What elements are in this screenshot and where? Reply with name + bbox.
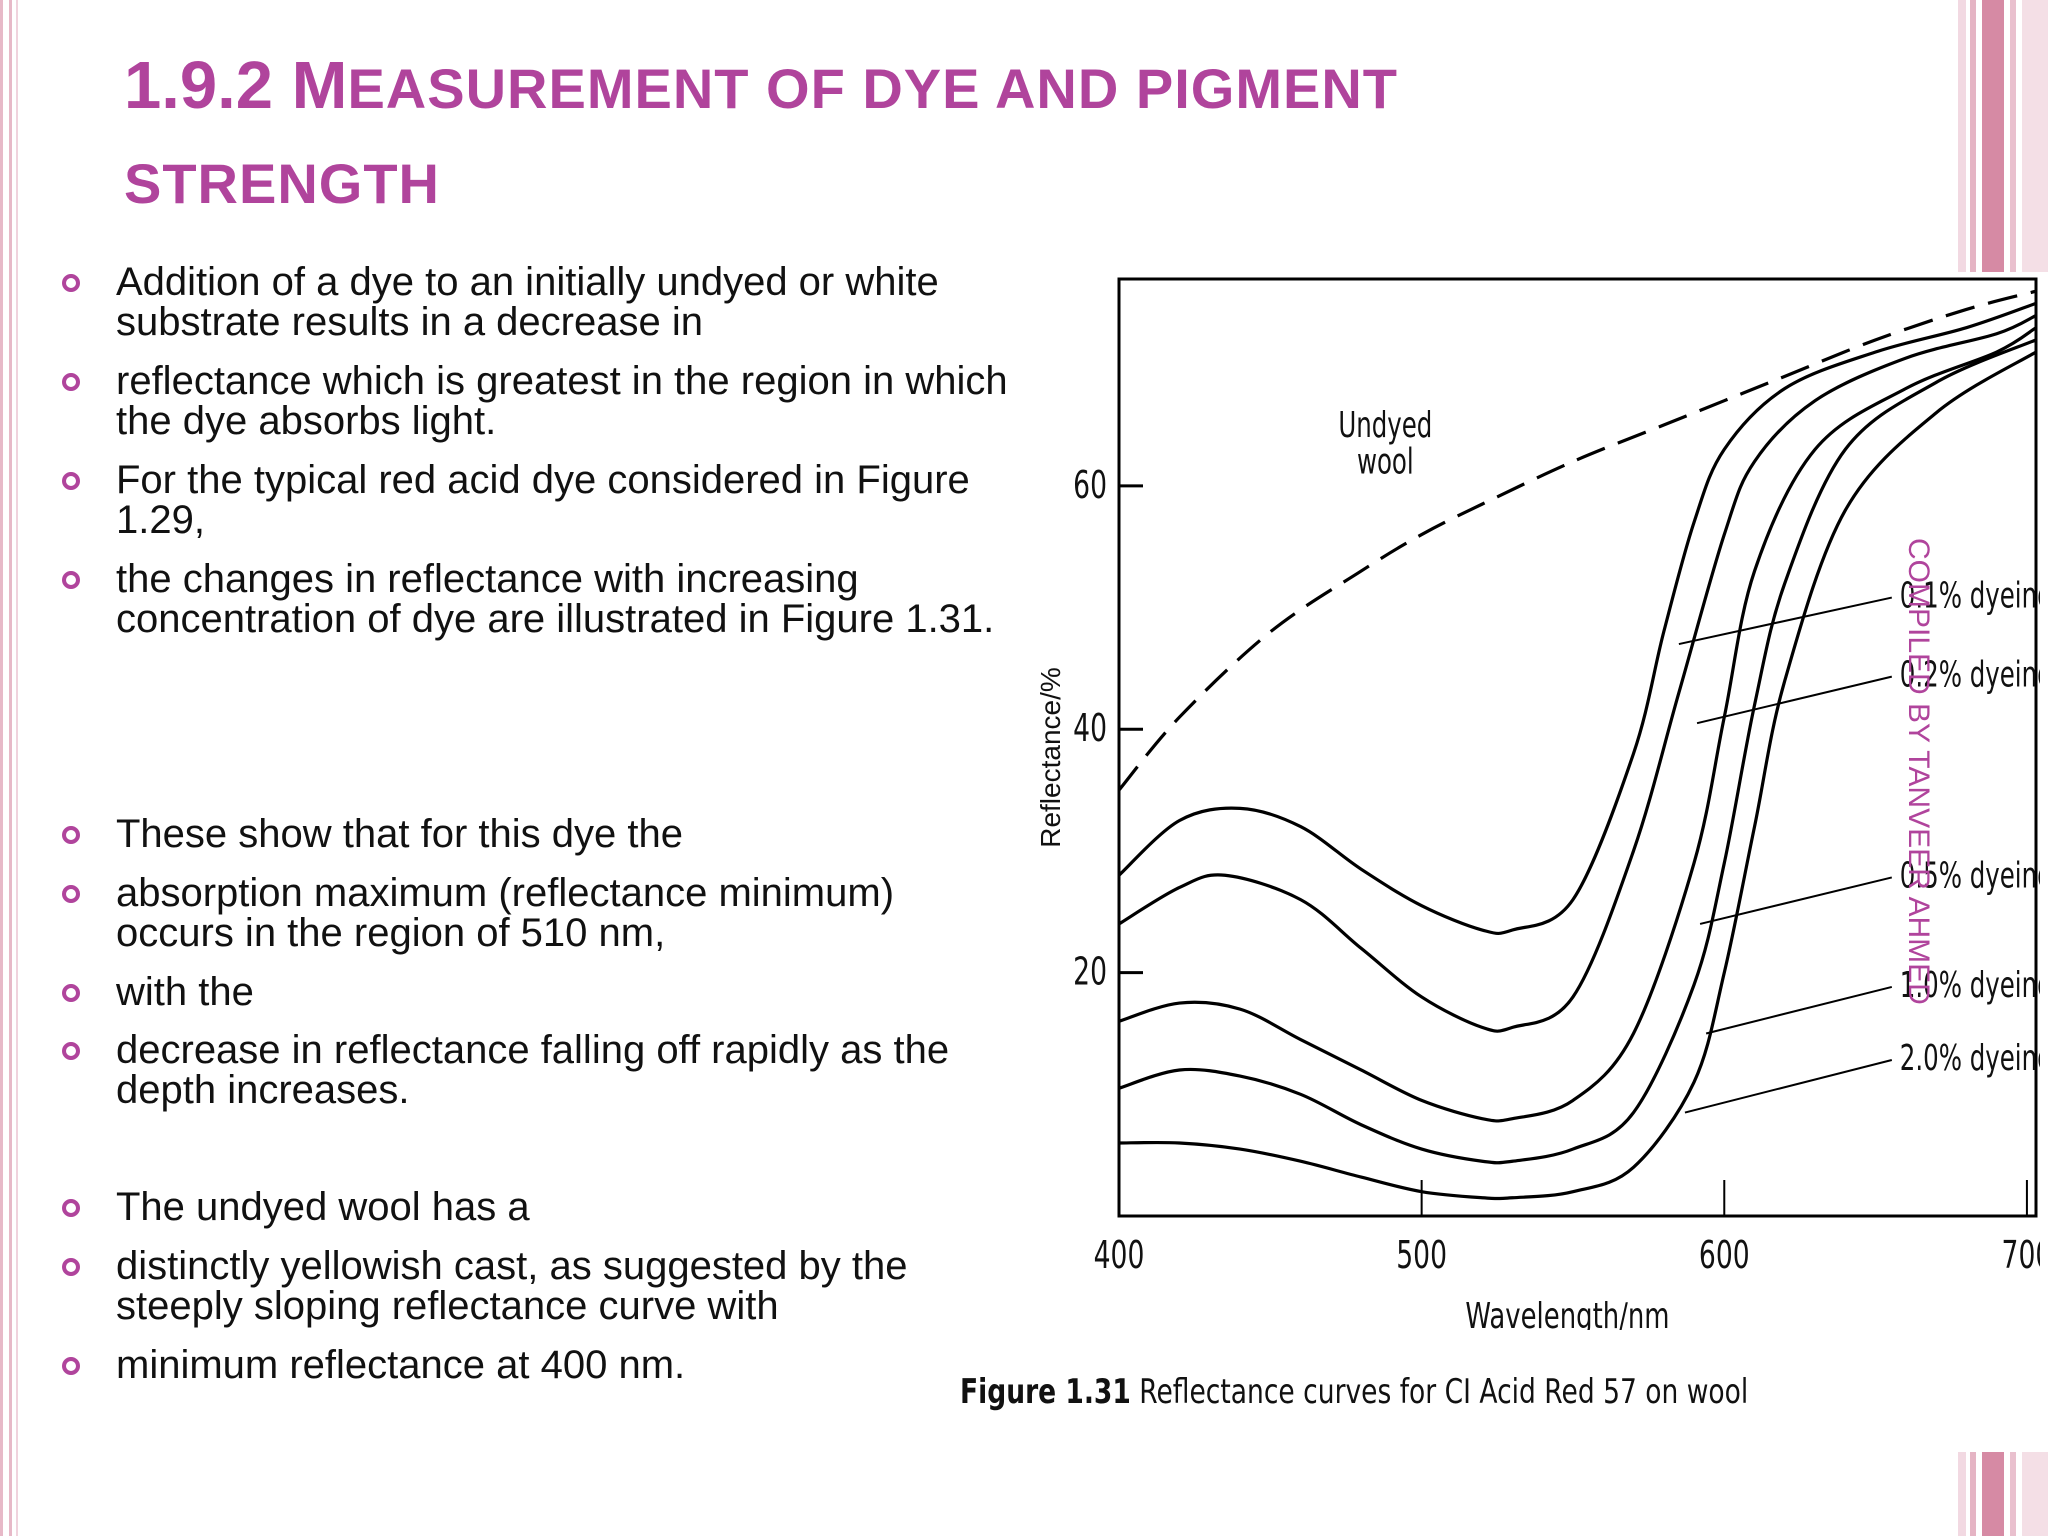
title-rest-line1: EASUREMENT OF DYE AND PIGMENT — [347, 57, 1398, 120]
x-tick-label: 400 — [1094, 1233, 1145, 1277]
bullet-marker-icon — [62, 885, 80, 903]
left-rule — [0, 0, 22, 1536]
bullet-marker-icon — [62, 826, 80, 844]
annotation-label: Undyed — [1338, 404, 1432, 446]
bullet-marker-icon — [62, 274, 80, 292]
right-decoration-top — [1958, 0, 2048, 272]
right-decoration-bottom — [1958, 1452, 2048, 1536]
y-tick-label: 20 — [1073, 950, 1107, 994]
annotation-label: 2.0% dyeing — [1900, 1037, 2040, 1079]
title-rest-line2: STRENGTH — [124, 152, 440, 215]
x-axis-label: Wavelength/nm — [1465, 1296, 1669, 1330]
bullet-marker-icon — [62, 571, 80, 589]
slide-title: 1.9.2 MEASUREMENT OF DYE AND PIGMENT STR… — [124, 40, 1884, 230]
bullet-marker-icon — [62, 1258, 80, 1276]
y-tick-label: 60 — [1073, 463, 1107, 507]
caption-label: Figure 1.31 — [960, 1372, 1131, 1412]
bullet-marker-icon — [62, 1042, 80, 1060]
annotation-label: 0.1% dyeing — [1900, 575, 2040, 617]
y-axis-label: Reflectance/% — [1035, 667, 1066, 848]
bullet-marker-icon — [62, 472, 80, 490]
bullet-marker-icon — [62, 984, 80, 1002]
plot-frame — [1117, 277, 2038, 1218]
series-line-0-5-dyeing — [1118, 326, 2037, 1123]
annotation-leader — [1684, 1059, 1893, 1114]
annotation-label: wool — [1357, 441, 1414, 483]
annotation-label: 1.0% dyeing — [1900, 964, 2040, 1006]
annotation-label: 0.2% dyeing — [1900, 654, 2040, 696]
annotation-label: 0.5% dyeing — [1900, 855, 2040, 897]
annotation-leader — [1699, 876, 1893, 925]
y-tick-label: 40 — [1073, 706, 1107, 750]
series-line-undyed-wool — [1117, 289, 2037, 792]
figure-caption: Figure 1.31 Reflectance curves for CI Ac… — [960, 1372, 1748, 1412]
bullet-marker-icon — [62, 1199, 80, 1217]
bullet-marker-icon — [62, 1357, 80, 1375]
series-line-0-1-dyeing — [1117, 301, 2037, 936]
series-line-1-0-dyeing — [1118, 338, 2037, 1165]
x-tick-label: 700 — [2002, 1233, 2040, 1277]
vertical-credit: COMPILED BY TANVEER AHMED — [1902, 538, 1935, 1005]
bullet-marker-icon — [62, 373, 80, 391]
annotation-leader — [1705, 985, 1893, 1035]
x-tick-label: 500 — [1396, 1233, 1447, 1277]
x-tick-label: 600 — [1699, 1233, 1750, 1277]
reflectance-chart: 20 40 60 400 500 600 700 Wavelength/nm Reflectan… — [1035, 277, 2040, 1330]
caption-text: Reflectance curves for CI Acid Red 57 on… — [1130, 1372, 1749, 1412]
annotation-leader — [1678, 596, 1893, 646]
annotation-leader — [1696, 675, 1893, 725]
series-line-0-2-dyeing — [1118, 314, 2037, 1033]
title-prefix: 1.9.2 M — [124, 48, 348, 123]
series-line-2-0-dyeing — [1118, 350, 2037, 1201]
